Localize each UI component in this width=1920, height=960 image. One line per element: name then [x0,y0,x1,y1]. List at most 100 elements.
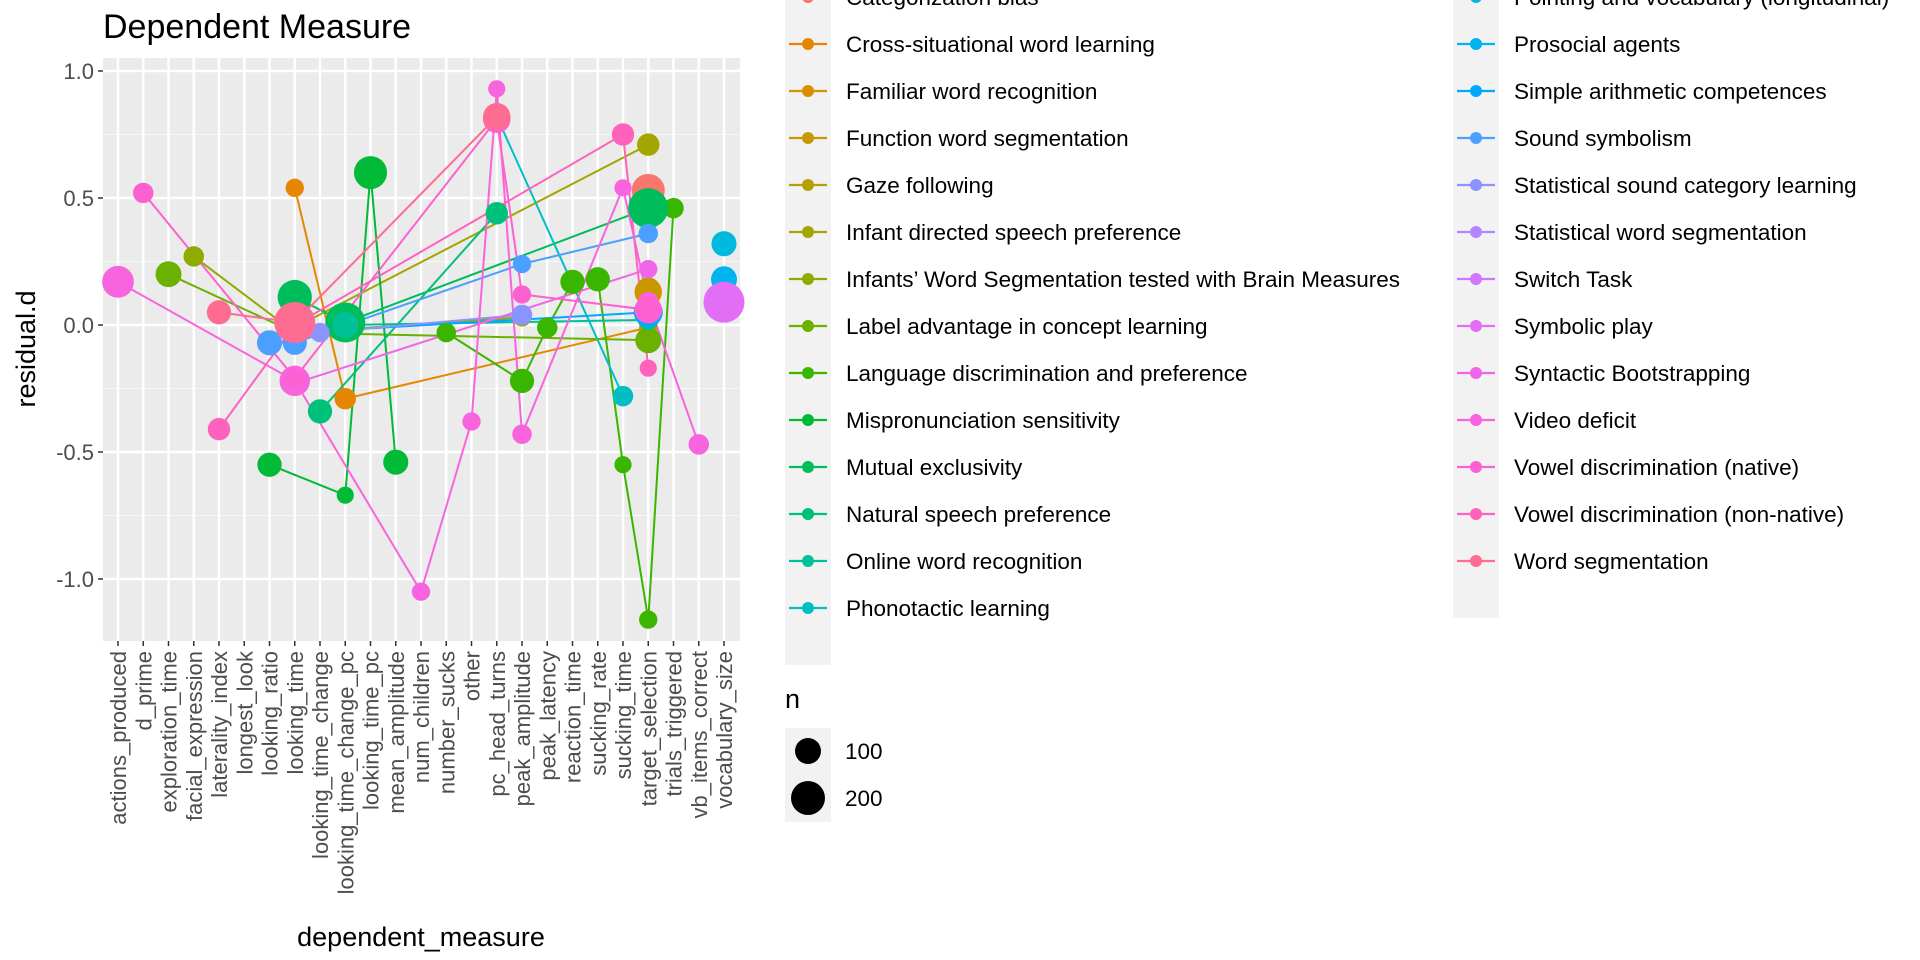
y-tick-label: -0.5 [56,440,94,465]
x-tick-label: vb_items_correct [687,651,712,819]
legend-label: Gaze following [846,173,994,198]
size-legend-label: 100 [845,739,883,764]
data-point [663,197,684,219]
x-tick-label: number_sucks [434,651,459,794]
x-tick-label: vocabulary_size [712,651,737,809]
legend-key-point [802,320,814,332]
legend-key-point [802,367,814,379]
legend-key-point [1470,0,1482,3]
data-point [285,178,304,198]
data-point [639,259,658,279]
data-point [711,231,737,257]
legend-key-point [1470,85,1482,97]
x-tick-label: other [460,651,485,701]
legend-key-point [1470,461,1482,473]
legend-label: Language discrimination and preference [846,361,1248,386]
data-point [560,269,585,294]
y-tick-label: 0.0 [63,313,94,338]
y-tick-label: -1.0 [56,567,94,592]
x-tick-label: sucking_time [611,651,636,779]
series-line [294,143,649,329]
legend-key-point [802,555,814,567]
x-tick-label: looking_time_pc [359,651,384,810]
data-point [611,123,635,146]
legend-label: Mispronunciation sensitivity [846,408,1121,433]
legend-key-point [802,38,814,50]
data-points [102,80,745,629]
legend-key-point [1470,38,1482,50]
x-tick-label: looking_ratio [258,651,283,776]
legend-key-point [1470,273,1482,285]
data-point [257,452,282,477]
x-tick-label: mean_amplitude [384,651,409,814]
data-point [310,322,330,343]
legend-label: Vowel discrimination (native) [1514,455,1799,480]
data-point [614,456,632,474]
data-point [307,399,333,424]
series-line [345,318,649,326]
data-point [488,80,506,98]
legend-label: Vowel discrimination (non-native) [1514,502,1844,527]
legend-label: Label advantage in concept learning [846,314,1208,339]
legend-label: Familiar word recognition [846,79,1097,104]
legend-label: Phonotactic learning [846,596,1050,621]
data-point [703,281,745,323]
data-point [614,179,632,197]
data-point [334,387,357,410]
legend-label: Cross-situational word learning [846,32,1155,57]
data-point [637,133,660,156]
y-axis-title: residual.d [11,290,41,407]
series-line [218,132,650,430]
data-point [512,285,532,304]
data-point [132,182,154,204]
data-point [638,223,658,244]
data-point [639,359,657,377]
legend-key-point [1470,555,1482,567]
data-point [411,582,431,601]
size-legend-point [791,781,825,815]
legend-label: Symbolic play [1514,314,1654,339]
legend-label: Natural speech preference [846,502,1111,527]
data-point [612,385,634,407]
legend-key-point [802,179,814,191]
legend-label: Pointing and vocabulary (longitudinal) [1514,0,1889,10]
x-tick-label: actions_produced [106,651,131,825]
x-tick-label: laterality_index [207,651,232,798]
data-point [155,261,182,288]
data-point [332,312,359,338]
legend-label: Syntactic Bootstrapping [1514,361,1750,386]
x-tick-label: facial_expression [182,651,207,821]
data-point [336,486,354,504]
legend-key-point [802,508,814,520]
data-point [206,300,232,325]
x-tick-label: looking_time [283,651,308,775]
data-point [512,424,532,444]
size-legend: n 100 200 [785,684,883,822]
x-tick-label: longest_look [232,650,257,775]
x-tick-label: peak_amplitude [510,651,535,806]
x-tick-label: reaction_time [561,651,586,783]
legend-label: Video deficit [1514,408,1637,433]
legend-label: Statistical word segmentation [1514,220,1807,245]
data-point [635,327,662,354]
legend-key-point [802,132,814,144]
data-point [102,265,134,298]
x-tick-label: target_selection [636,651,661,806]
legend-label: Simple arithmetic competences [1514,79,1827,104]
legend-key-point [1470,367,1482,379]
series-line [319,212,498,413]
legend-label: Infant directed speech preference [846,220,1181,245]
data-point [511,304,533,326]
data-point [509,368,535,394]
legend-key-point [1470,132,1482,144]
x-tick-label: sucking_rate [586,651,611,776]
series-line [294,268,649,385]
data-point [256,330,283,356]
legend-label: Infants’ Word Segmentation tested with B… [846,267,1400,292]
data-point [285,369,304,388]
size-legend-title: n [785,684,800,714]
data-point [634,296,663,324]
legend-key-point [802,414,814,426]
data-point [436,322,456,343]
